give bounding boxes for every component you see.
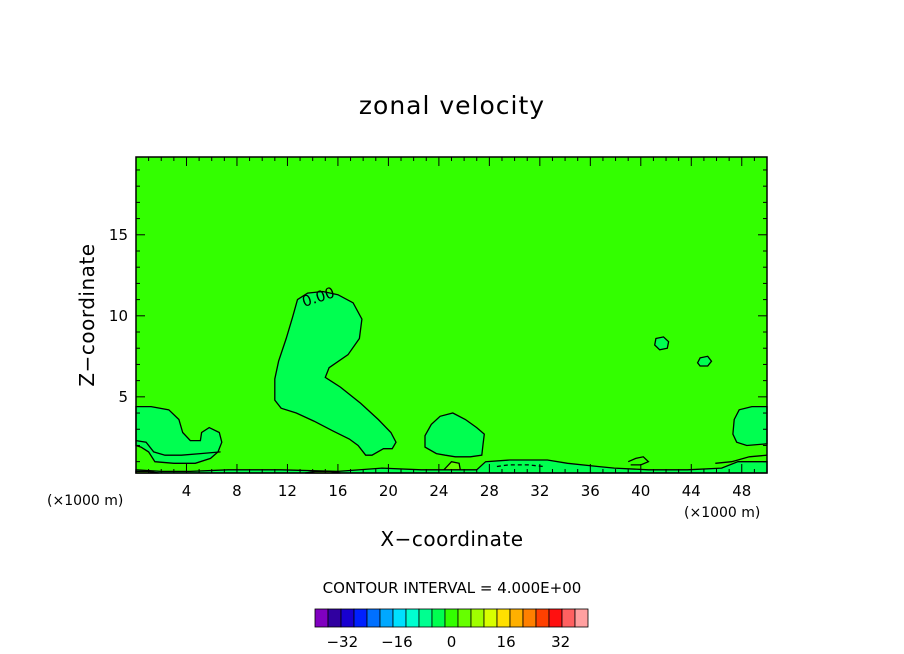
x-tick-label: 16 (328, 482, 347, 500)
x-tick-label: 8 (232, 482, 242, 500)
colorbar-swatch (483, 608, 498, 628)
x-tick-labels: 4 8 12 16 20 24 28 32 36 40 44 48 (182, 482, 752, 500)
x-tick-label: 44 (682, 482, 701, 500)
colorbar-swatch (548, 608, 563, 628)
x-tick-label: 4 (182, 482, 192, 500)
contour-interval-text: CONTOUR INTERVAL = 4.000E+00 (323, 579, 582, 597)
colorbar-tick-label: −16 (381, 633, 413, 651)
jet-negative (274, 290, 397, 456)
contour-right-upper (715, 454, 768, 464)
x-tick-label: 12 (278, 482, 297, 500)
colorbar-swatch (418, 608, 433, 628)
colorbar-swatch (431, 608, 446, 628)
left-low-negative (135, 405, 223, 464)
right-small-cell-1 (653, 336, 670, 351)
colorbar-swatch (574, 608, 589, 628)
colorbar (314, 608, 589, 628)
colorbar-swatch (314, 608, 329, 628)
colorbar-labels: −32 −16 0 16 32 (326, 633, 570, 651)
colorbar-swatch (379, 608, 394, 628)
chart-title: zonal velocity (359, 91, 545, 120)
contour-right-mid (627, 456, 650, 466)
colorbar-tick-label: 0 (447, 633, 457, 651)
x-axis-label: X−coordinate (380, 527, 523, 551)
mid-low-negative (424, 412, 485, 458)
axis-ticks (136, 157, 767, 473)
x-tick-label: 28 (480, 482, 499, 500)
colorbar-swatch (327, 608, 342, 628)
colorbar-swatch (353, 608, 368, 628)
y-tick-labels: 5 10 15 (109, 226, 128, 406)
x-tick-label: 48 (732, 482, 751, 500)
colorbar-swatch (470, 608, 485, 628)
colorbar-swatch (340, 608, 355, 628)
contour-regions (135, 290, 768, 474)
right-low-negative (732, 405, 768, 447)
contour-left-upper (135, 439, 221, 456)
surface-patch-positive-2 (442, 460, 462, 471)
contour-lines (135, 439, 768, 468)
colorbar-swatch (392, 608, 407, 628)
colorbar-swatch (535, 608, 550, 628)
colorbar-tick-label: 16 (497, 633, 516, 651)
contour-dashed-30 (496, 464, 544, 468)
surface-layer-band (135, 459, 768, 474)
colorbar-tick-label: −32 (326, 633, 358, 651)
colorbar-swatch (522, 608, 537, 628)
y-tick-label: 15 (109, 226, 128, 244)
y-tick-label: 10 (109, 307, 128, 325)
x-tick-label: 36 (581, 482, 600, 500)
colorbar-tick-label: 32 (551, 633, 570, 651)
colorbar-swatch (457, 608, 472, 628)
right-small-cell-2 (696, 355, 713, 367)
colorbar-swatch (509, 608, 524, 628)
colorbar-swatch (496, 608, 511, 628)
x-tick-label: 40 (631, 482, 650, 500)
x-unit-label-left: (×1000 m) (47, 493, 123, 509)
colorbar-swatch (366, 608, 381, 628)
colorbar-swatch (561, 608, 576, 628)
x-unit-label-right: (×1000 m) (684, 505, 760, 521)
colorbar-swatch (405, 608, 420, 628)
y-axis-label: Z−coordinate (75, 243, 99, 386)
plot-area (135, 156, 768, 474)
x-tick-label: 20 (379, 482, 398, 500)
y-tick-label: 5 (118, 388, 128, 406)
x-tick-label: 24 (429, 482, 448, 500)
x-tick-label: 32 (530, 482, 549, 500)
colorbar-swatch (444, 608, 459, 628)
